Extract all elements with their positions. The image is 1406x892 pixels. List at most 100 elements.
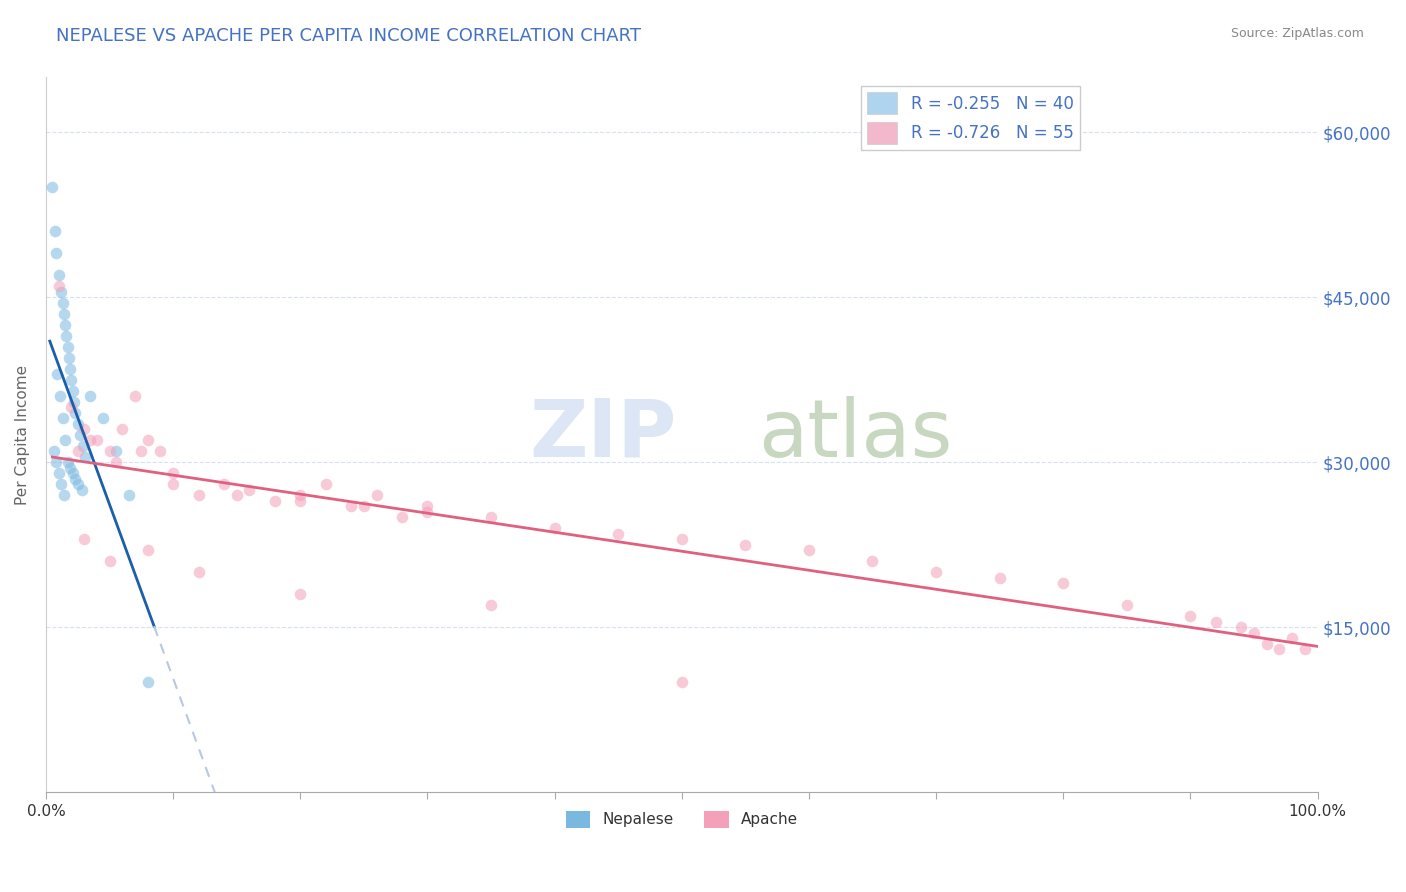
Point bbox=[58, 351, 80, 365]
Y-axis label: Per Capita Income: Per Capita Income bbox=[15, 365, 30, 505]
Point bbox=[479, 510, 502, 524]
Point bbox=[1230, 620, 1253, 634]
Point bbox=[862, 554, 884, 568]
Point bbox=[52, 307, 75, 321]
Point bbox=[187, 488, 209, 502]
Point bbox=[1281, 631, 1303, 645]
Point bbox=[136, 543, 159, 558]
Text: NEPALESE VS APACHE PER CAPITA INCOME CORRELATION CHART: NEPALESE VS APACHE PER CAPITA INCOME COR… bbox=[56, 27, 641, 45]
Point bbox=[59, 361, 82, 376]
Point bbox=[56, 340, 79, 354]
Point bbox=[62, 466, 84, 480]
Point bbox=[73, 422, 96, 436]
Point bbox=[72, 439, 94, 453]
Point bbox=[48, 466, 70, 480]
Point bbox=[797, 543, 820, 558]
Point bbox=[136, 433, 159, 447]
Point bbox=[1256, 636, 1278, 650]
Point bbox=[162, 477, 184, 491]
Point bbox=[149, 444, 172, 458]
Point bbox=[69, 427, 91, 442]
Point bbox=[53, 433, 76, 447]
Point bbox=[111, 422, 134, 436]
Point bbox=[63, 394, 86, 409]
Point bbox=[86, 433, 108, 447]
Point bbox=[353, 499, 375, 513]
Point bbox=[70, 483, 93, 497]
Point bbox=[124, 389, 146, 403]
Point bbox=[75, 450, 97, 464]
Point bbox=[104, 444, 127, 458]
Point bbox=[117, 488, 139, 502]
Point bbox=[63, 472, 86, 486]
Point bbox=[225, 488, 247, 502]
Point bbox=[1115, 598, 1137, 612]
Point bbox=[104, 455, 127, 469]
Point bbox=[136, 675, 159, 690]
Point bbox=[42, 444, 65, 458]
Point bbox=[46, 368, 69, 382]
Point bbox=[48, 279, 70, 293]
Point bbox=[51, 285, 73, 299]
Point bbox=[212, 477, 235, 491]
Point bbox=[91, 411, 114, 425]
Point bbox=[1294, 642, 1316, 657]
Point bbox=[45, 455, 67, 469]
Point bbox=[79, 433, 101, 447]
Point bbox=[66, 444, 89, 458]
Point bbox=[162, 466, 184, 480]
Point bbox=[53, 318, 76, 332]
Text: Source: ZipAtlas.com: Source: ZipAtlas.com bbox=[1230, 27, 1364, 40]
Point bbox=[1268, 642, 1291, 657]
Point bbox=[315, 477, 337, 491]
Point bbox=[290, 493, 312, 508]
Point bbox=[98, 554, 121, 568]
Point bbox=[62, 384, 84, 398]
Point bbox=[238, 483, 260, 497]
Text: ZIP: ZIP bbox=[529, 396, 676, 474]
Point bbox=[1180, 609, 1202, 624]
Point bbox=[988, 571, 1011, 585]
Point bbox=[52, 488, 75, 502]
Point bbox=[66, 417, 89, 431]
Point bbox=[49, 389, 72, 403]
Point bbox=[416, 499, 439, 513]
Point bbox=[734, 538, 756, 552]
Point bbox=[607, 526, 630, 541]
Point bbox=[98, 444, 121, 458]
Point bbox=[263, 493, 285, 508]
Point bbox=[366, 488, 388, 502]
Point bbox=[1052, 576, 1074, 591]
Point bbox=[131, 444, 153, 458]
Point bbox=[290, 587, 312, 601]
Point bbox=[55, 328, 77, 343]
Point bbox=[925, 565, 948, 579]
Point bbox=[60, 401, 83, 415]
Text: atlas: atlas bbox=[758, 396, 952, 474]
Point bbox=[187, 565, 209, 579]
Point bbox=[479, 598, 502, 612]
Point bbox=[66, 477, 89, 491]
Point bbox=[51, 477, 73, 491]
Point bbox=[1205, 615, 1227, 629]
Point bbox=[51, 411, 73, 425]
Point bbox=[60, 373, 83, 387]
Point bbox=[391, 510, 413, 524]
Point bbox=[416, 505, 439, 519]
Point bbox=[63, 406, 86, 420]
Point bbox=[51, 295, 73, 310]
Point bbox=[45, 246, 67, 260]
Point bbox=[56, 455, 79, 469]
Point bbox=[671, 532, 693, 546]
Point bbox=[290, 488, 312, 502]
Point bbox=[48, 268, 70, 283]
Point bbox=[73, 532, 96, 546]
Point bbox=[41, 180, 63, 194]
Point bbox=[340, 499, 363, 513]
Point bbox=[543, 521, 565, 535]
Point bbox=[44, 224, 66, 238]
Point bbox=[1243, 625, 1265, 640]
Point bbox=[79, 389, 101, 403]
Point bbox=[59, 460, 82, 475]
Legend: Nepalese, Apache: Nepalese, Apache bbox=[560, 805, 804, 834]
